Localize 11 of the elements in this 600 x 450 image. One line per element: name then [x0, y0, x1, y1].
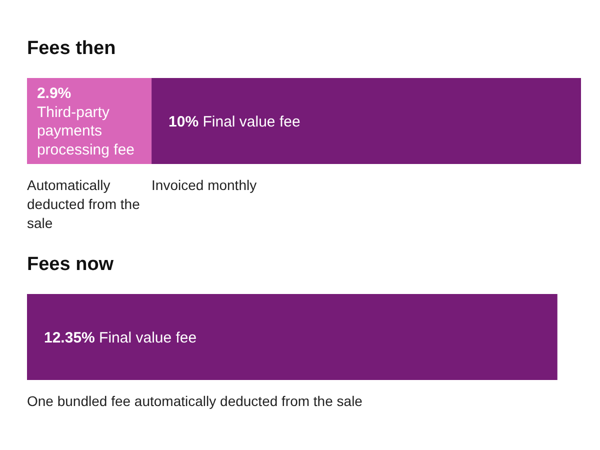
text: One bundled fee automatically deducted from the sale: [27, 393, 363, 409]
data-label: 12.35%: [44, 329, 95, 346]
series-label: Final value fee: [198, 113, 300, 130]
data-label: 2.9%: [36, 85, 72, 102]
text: Final value fee: [99, 329, 197, 346]
series-label: Third-party payments processing fee: [36, 104, 135, 158]
data-label: 10%: [168, 113, 199, 130]
text: Automatically deducted from the sale: [27, 177, 140, 231]
y-tick-label: Fees now: [27, 254, 114, 275]
y-tick-label: Fees then: [27, 38, 116, 59]
annotation: Invoiced monthly: [152, 177, 257, 193]
